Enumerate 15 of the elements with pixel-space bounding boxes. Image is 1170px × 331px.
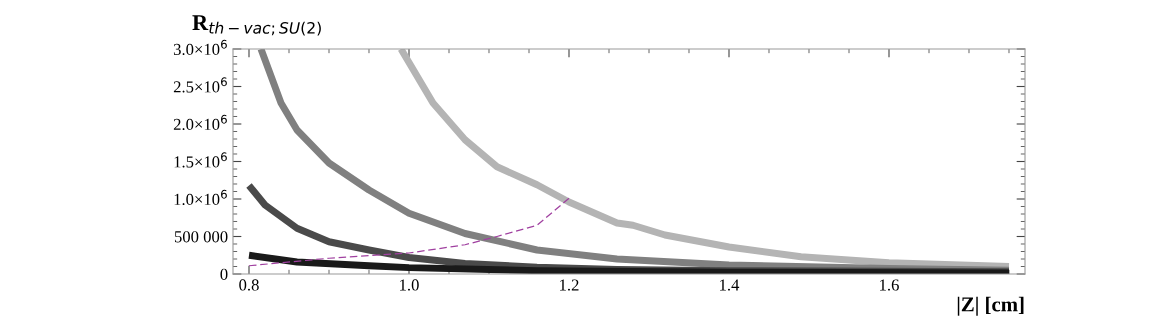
y-tick-label: 2.0×10$^{6}$ [173, 114, 227, 131]
x-axis-title: |Z| [cm] [957, 296, 1024, 316]
y-tick-label: 0 [220, 268, 228, 280]
y-axis-title: R$_{th−vac;SU(2)}$ [192, 15, 321, 36]
line-series [248, 197, 570, 267]
y-tick-label: 3.0×10$^{6}$ [173, 39, 227, 56]
y-tick-label: 500 000 [174, 231, 228, 243]
y-tick-label: 1.5×10$^{6}$ [174, 152, 227, 168]
y-tick-label: 2.5×10$^{6}$ [173, 77, 227, 93]
x-tick-label: 1.4 [720, 279, 740, 291]
x-tick-label: 0.8 [239, 279, 259, 291]
y-tick-label: 1.0×10$^{6}$ [174, 189, 227, 206]
x-tick-label: 1.0 [400, 279, 419, 291]
x-tick-label: 1.2 [560, 279, 579, 291]
x-tick-label: 1.6 [880, 279, 899, 291]
